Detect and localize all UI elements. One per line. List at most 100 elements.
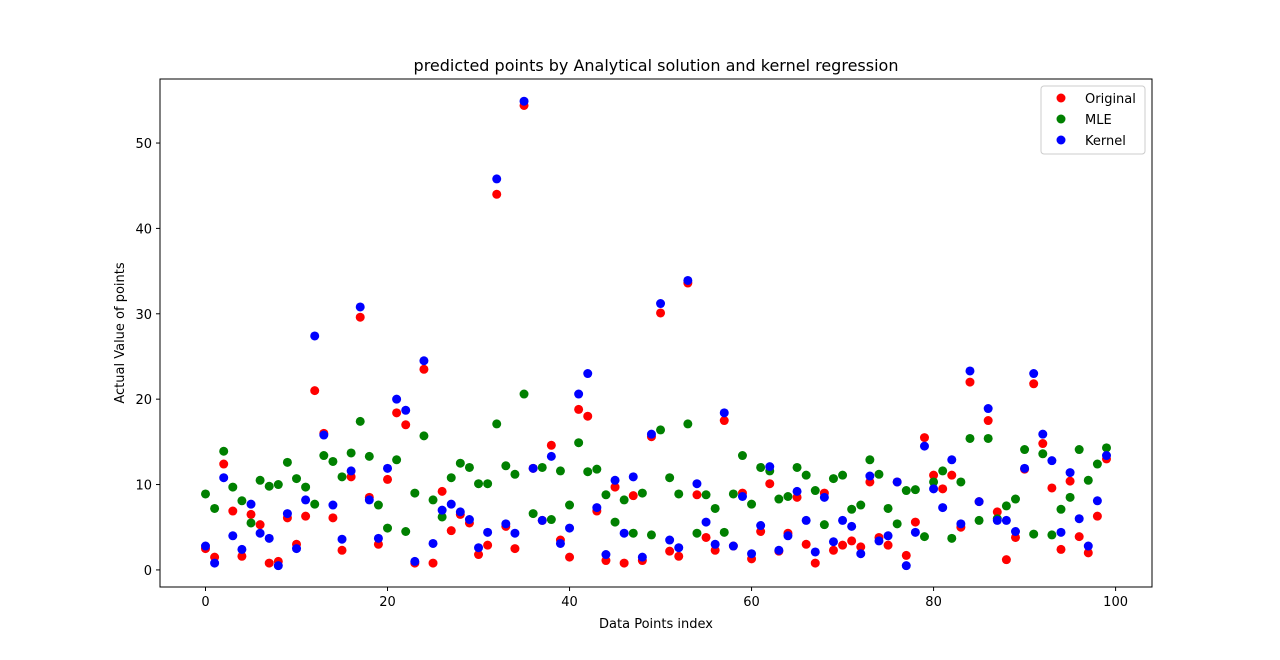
point-mle-77 (901, 486, 911, 496)
point-kernel-92 (1038, 429, 1048, 439)
point-mle-33 (501, 461, 511, 471)
point-kernel-51 (665, 535, 675, 545)
point-mle-97 (1083, 475, 1093, 485)
point-kernel-60 (747, 549, 757, 559)
point-mle-99 (1102, 443, 1111, 453)
point-mle-71 (847, 504, 857, 514)
y-tick-label: 40 (135, 222, 152, 237)
point-kernel-11 (301, 495, 311, 505)
point-kernel-42 (583, 369, 593, 379)
legend: Original MLE Kernel (1040, 85, 1146, 155)
point-mle-69 (828, 474, 838, 484)
point-mle-64 (783, 492, 793, 501)
point-original-14 (328, 513, 338, 523)
y-axis-label: Actual Value of points (113, 262, 128, 404)
point-kernel-74 (874, 536, 884, 546)
point-kernel-73 (865, 471, 875, 481)
point-kernel-84 (965, 366, 975, 376)
point-kernel-99 (1102, 451, 1111, 461)
point-original-38 (546, 440, 556, 450)
point-kernel-98 (1092, 496, 1102, 506)
point-original-84 (965, 377, 975, 387)
point-kernel-12 (310, 331, 320, 341)
x-tick-label: 40 (561, 595, 578, 610)
point-kernel-79 (919, 441, 929, 451)
series-mle (201, 389, 1111, 543)
point-kernel-4 (237, 544, 247, 554)
point-original-75 (883, 540, 893, 550)
point-mle-70 (838, 470, 848, 480)
point-original-3 (228, 506, 238, 516)
point-mle-93 (1047, 530, 1057, 540)
point-kernel-67 (810, 547, 820, 557)
point-mle-84 (965, 433, 975, 443)
point-kernel-30 (474, 543, 484, 553)
y-axis-ticks: 0 10 20 30 40 50 (135, 137, 160, 579)
point-mle-14 (328, 456, 338, 466)
point-mle-7 (264, 481, 274, 491)
point-original-95 (1065, 476, 1075, 486)
point-kernel-56 (710, 539, 720, 549)
point-original-96 (1074, 532, 1084, 542)
point-mle-27 (446, 473, 456, 483)
point-mle-24 (419, 431, 429, 441)
point-kernel-31 (483, 527, 493, 537)
point-original-54 (692, 490, 702, 500)
point-mle-81 (938, 466, 948, 476)
point-mle-86 (983, 433, 993, 443)
point-original-88 (1001, 555, 1011, 565)
point-mle-58 (728, 489, 738, 499)
point-original-26 (437, 486, 447, 496)
point-kernel-71 (847, 521, 857, 531)
point-kernel-58 (728, 541, 738, 551)
point-kernel-36 (528, 463, 538, 473)
point-mle-80 (929, 477, 939, 487)
point-original-82 (947, 470, 957, 480)
legend-marker-original (1056, 93, 1066, 103)
point-original-4 (237, 551, 247, 561)
point-kernel-5 (246, 499, 256, 509)
x-axis-label: Data Points index (599, 617, 713, 632)
point-kernel-27 (446, 499, 456, 509)
y-tick-label: 30 (135, 308, 152, 323)
point-kernel-44 (601, 550, 611, 560)
point-original-66 (801, 539, 811, 549)
plot-frame (159, 78, 1153, 588)
point-original-5 (246, 509, 256, 519)
point-original-2 (219, 459, 229, 469)
point-original-98 (1092, 511, 1102, 521)
point-mle-96 (1074, 445, 1084, 455)
point-kernel-17 (355, 302, 365, 312)
point-mle-83 (956, 477, 966, 487)
point-original-40 (565, 552, 575, 562)
data-points (201, 96, 1111, 571)
point-original-31 (483, 540, 493, 550)
point-kernel-15 (337, 534, 347, 544)
point-mle-45 (610, 517, 620, 527)
point-mle-42 (583, 467, 593, 477)
x-tick-label: 100 (1103, 595, 1128, 610)
point-mle-61 (756, 462, 766, 472)
point-original-70 (838, 540, 848, 550)
series-kernel (201, 96, 1111, 571)
legend-marker-mle (1056, 114, 1066, 124)
point-mle-2 (219, 446, 229, 456)
point-mle-39 (555, 466, 565, 476)
point-mle-78 (910, 485, 920, 495)
point-mle-48 (637, 488, 647, 498)
point-mle-4 (237, 496, 247, 506)
point-original-7 (264, 558, 274, 568)
point-mle-18 (364, 451, 374, 461)
point-kernel-7 (264, 533, 274, 543)
legend-label-kernel: Kernel (1085, 134, 1126, 149)
point-kernel-14 (328, 500, 338, 510)
point-mle-75 (883, 503, 893, 513)
point-mle-23 (410, 488, 420, 498)
point-mle-85 (974, 515, 984, 525)
point-original-12 (310, 386, 320, 396)
point-kernel-82 (947, 455, 957, 465)
point-mle-9 (282, 457, 292, 467)
point-kernel-13 (319, 430, 329, 440)
point-original-87 (992, 507, 1002, 517)
